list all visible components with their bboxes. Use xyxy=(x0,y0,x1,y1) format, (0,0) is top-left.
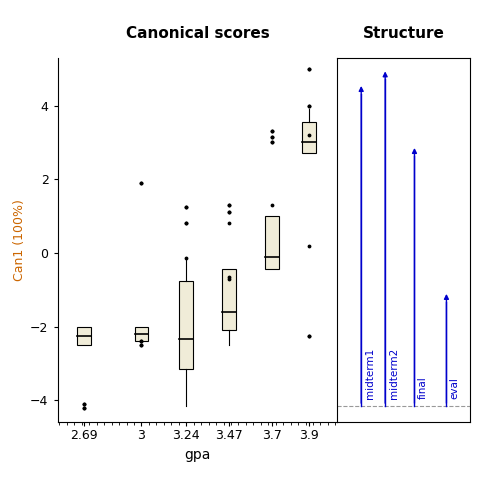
Bar xyxy=(265,216,279,269)
Text: Canonical scores: Canonical scores xyxy=(126,26,269,41)
Text: Structure: Structure xyxy=(363,26,445,41)
Bar xyxy=(222,269,236,330)
Bar xyxy=(302,122,316,154)
Bar xyxy=(77,326,91,345)
Text: midterm2: midterm2 xyxy=(388,348,398,399)
Bar xyxy=(134,326,148,341)
Text: midterm1: midterm1 xyxy=(364,348,374,399)
Y-axis label: Can1 (100%): Can1 (100%) xyxy=(13,199,26,281)
X-axis label: gpa: gpa xyxy=(184,448,211,462)
Text: eval: eval xyxy=(450,377,460,399)
Text: final: final xyxy=(418,376,428,399)
Bar xyxy=(179,280,193,369)
